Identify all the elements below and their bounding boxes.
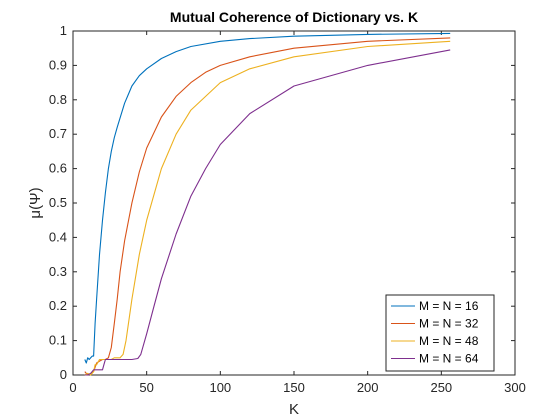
series-line-4 (84, 49, 451, 376)
x-axis-label: K (289, 401, 299, 418)
x-tick-label: 0 (69, 380, 76, 395)
y-tick-label: 0.3 (49, 264, 67, 279)
x-tick-label: 250 (430, 380, 452, 395)
y-axis-label: μ(Ψ) (27, 187, 44, 218)
x-tick-label: 150 (283, 380, 305, 395)
y-tick-label: 0.9 (49, 57, 67, 72)
legend-label-3: M = N = 48 (419, 334, 479, 348)
y-tick-label: 0.6 (49, 161, 67, 176)
y-tick-label: 1 (60, 23, 67, 38)
x-tick-label: 50 (139, 380, 153, 395)
legend-label-1: M = N = 16 (419, 299, 479, 313)
legend-label-2: M = N = 32 (419, 317, 479, 331)
y-tick-label: 0.5 (49, 195, 67, 210)
plot-area: 0 50 100 150 200 250 300 0 0.1 0.2 0.3 0.4 0.5 0.6 0.7… (49, 23, 526, 395)
y-tick-label: 0.1 (49, 333, 67, 348)
y-tick-label: 0.7 (49, 126, 67, 141)
series-line-3 (84, 40, 451, 376)
chart-title: Mutual Coherence of Dictionary vs. K (170, 9, 418, 25)
x-tick-label: 200 (357, 380, 379, 395)
x-tick-label: 300 (504, 380, 526, 395)
y-tick-label: 0.2 (49, 298, 67, 313)
y-tick-label: 0.8 (49, 92, 67, 107)
series-line-1 (84, 32, 451, 364)
y-tick-label: 0.4 (49, 229, 67, 244)
series-line-2 (84, 37, 451, 376)
legend-label-4: M = N = 64 (419, 352, 479, 366)
y-tick-label: 0 (60, 367, 67, 382)
x-tick-label: 100 (209, 380, 231, 395)
